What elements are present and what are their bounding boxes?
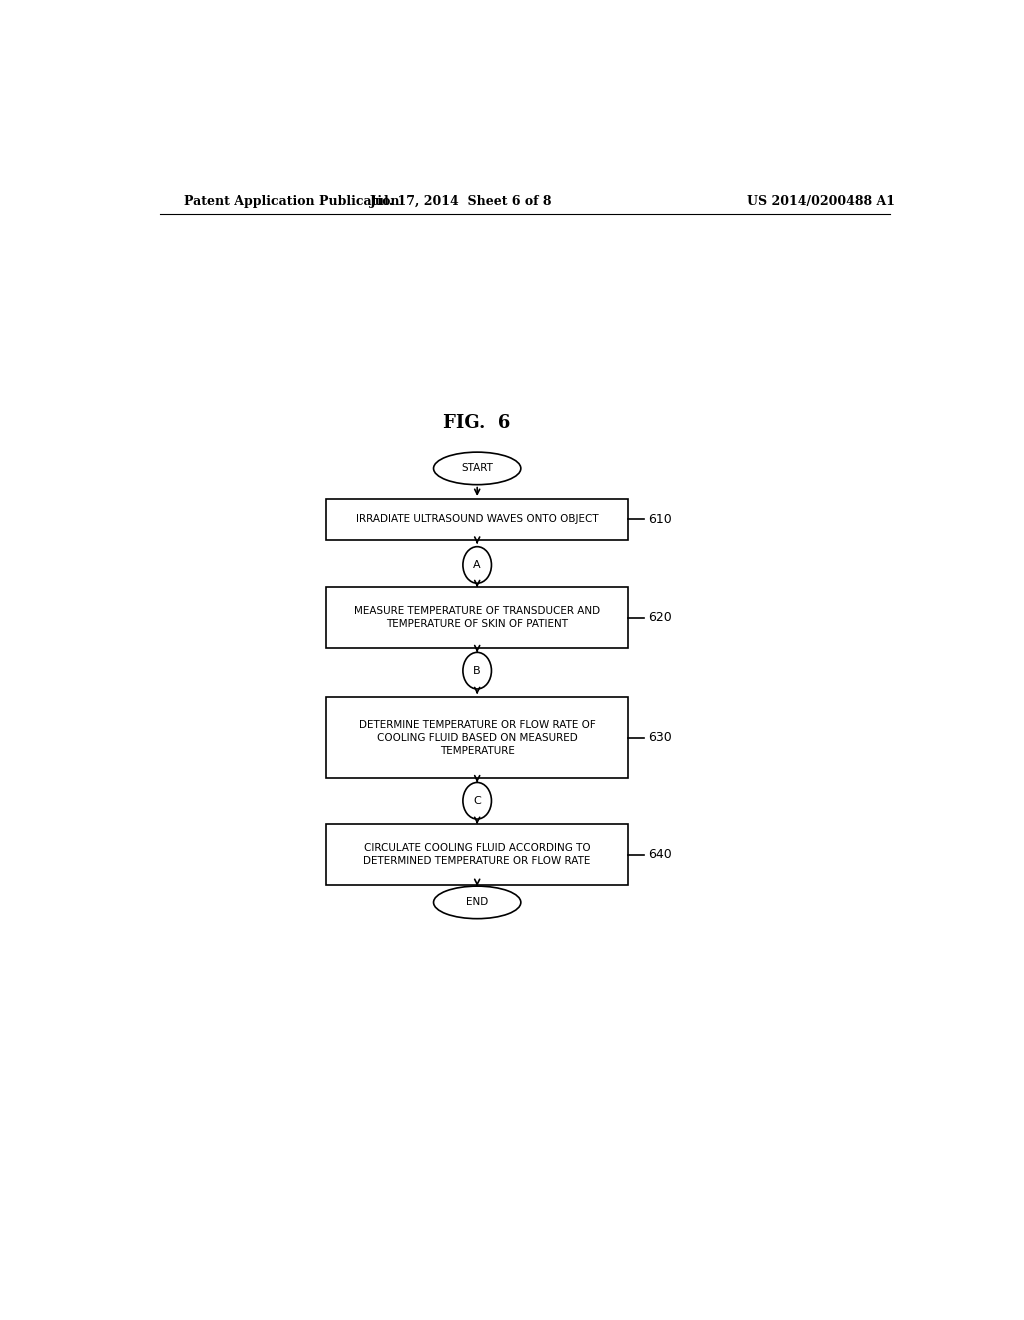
Bar <box>327 587 628 648</box>
Bar <box>327 824 628 886</box>
Text: START: START <box>461 463 494 474</box>
Text: US 2014/0200488 A1: US 2014/0200488 A1 <box>748 194 895 207</box>
Text: MEASURE TEMPERATURE OF TRANSDUCER AND
TEMPERATURE OF SKIN OF PATIENT: MEASURE TEMPERATURE OF TRANSDUCER AND TE… <box>354 606 600 630</box>
Text: 640: 640 <box>648 849 672 861</box>
Text: IRRADIATE ULTRASOUND WAVES ONTO OBJECT: IRRADIATE ULTRASOUND WAVES ONTO OBJECT <box>356 515 598 524</box>
Text: FIG.  6: FIG. 6 <box>443 413 511 432</box>
Bar <box>327 499 628 540</box>
Text: Jul. 17, 2014  Sheet 6 of 8: Jul. 17, 2014 Sheet 6 of 8 <box>370 194 553 207</box>
Text: 610: 610 <box>648 512 672 525</box>
Text: A: A <box>473 560 481 570</box>
Text: C: C <box>473 796 481 805</box>
Text: END: END <box>466 898 488 907</box>
Text: CIRCULATE COOLING FLUID ACCORDING TO
DETERMINED TEMPERATURE OR FLOW RATE: CIRCULATE COOLING FLUID ACCORDING TO DET… <box>364 843 591 866</box>
Text: B: B <box>473 665 481 676</box>
Text: Patent Application Publication: Patent Application Publication <box>183 194 399 207</box>
Text: DETERMINE TEMPERATURE OR FLOW RATE OF
COOLING FLUID BASED ON MEASURED
TEMPERATUR: DETERMINE TEMPERATURE OR FLOW RATE OF CO… <box>358 719 596 756</box>
Text: 630: 630 <box>648 731 672 744</box>
Bar <box>327 697 628 779</box>
Text: 620: 620 <box>648 611 672 624</box>
